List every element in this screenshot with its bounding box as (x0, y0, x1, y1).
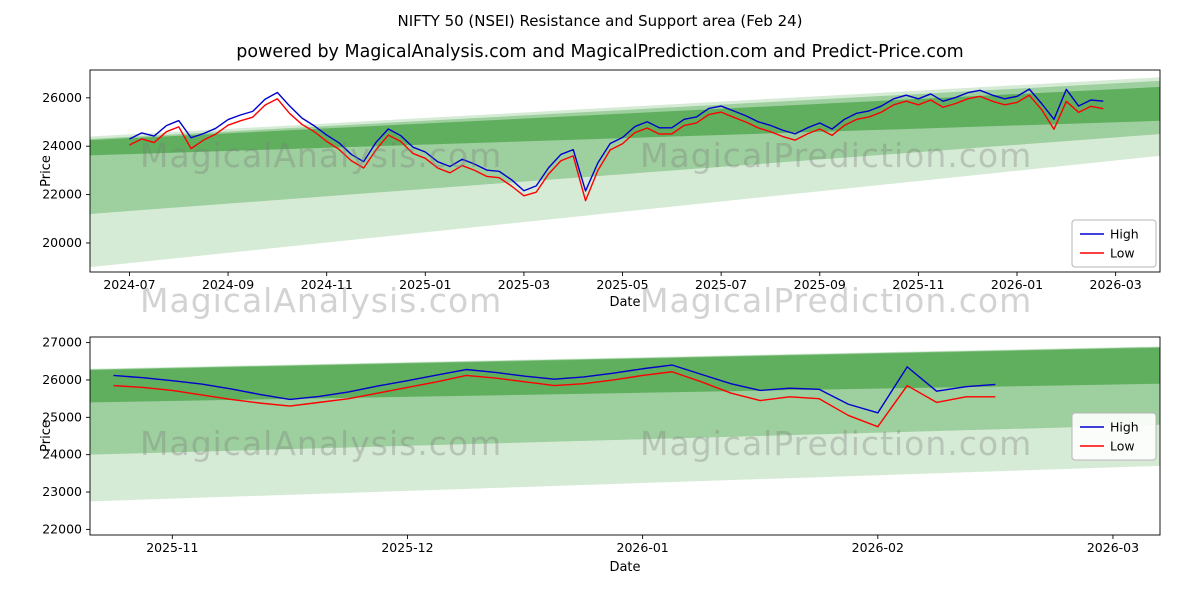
x-tick-label: 2026-01 (617, 540, 669, 555)
series-low-line (129, 94, 1104, 202)
legend-label: High (1110, 227, 1139, 242)
axes-1: 22000 23000 24000 25000 26000 27000 2025-11 202… (39, 335, 1139, 575)
band-support-middle (90, 80, 1160, 214)
band-support-outer (90, 77, 1160, 268)
x-tick-label: 2025-09 (794, 277, 846, 292)
y-tick-label: 24000 (42, 447, 82, 462)
x-tick-label: 2025-12 (381, 540, 433, 555)
x-axis-label: Date (609, 295, 640, 310)
band-resistance-inner (90, 86, 1160, 156)
watermark-magicalprediction: MagicalPrediction.com (640, 136, 1033, 175)
watermark-magicalanalysis: MagicalAnalysis.com (140, 281, 503, 320)
y-tick-label: 22000 (42, 521, 82, 536)
legend: High Low (1071, 412, 1157, 461)
axes-0: 20000 22000 24000 26000 2024-07 2024-09 2024-1… (39, 90, 1142, 310)
x-tick-label: 2025-05 (596, 277, 648, 292)
y-tick-label: 23000 (42, 484, 82, 499)
x-tick-label: 2026-03 (1087, 540, 1139, 555)
series-high-line (129, 88, 1104, 192)
y-axis-label: Price (39, 155, 54, 187)
band-support-outer (90, 346, 1160, 502)
legend-box (1071, 412, 1157, 461)
x-tick-label: 2024-09 (202, 277, 254, 292)
band-support-middle (90, 347, 1160, 455)
chart-subtitle: powered by MagicalAnalysis.com and Magic… (236, 42, 964, 62)
y-tick-label: 25000 (42, 409, 82, 424)
x-tick-label: 2026-01 (991, 277, 1043, 292)
plot-border (89, 336, 1161, 536)
watermark-magicalprediction: MagicalPrediction.com (640, 281, 1033, 320)
y-tick-label: 24000 (42, 138, 82, 153)
x-axis-label: Date (609, 560, 640, 575)
x-tick-label: 2024-11 (301, 277, 353, 292)
legend-label: Low (1110, 246, 1135, 261)
x-tick-label: 2025-11 (892, 277, 944, 292)
y-tick-label: 27000 (42, 335, 82, 350)
x-tick-label: 2025-07 (695, 277, 747, 292)
watermark-magicalprediction: MagicalPrediction.com (640, 424, 1033, 463)
chart-title: NIFTY 50 (NSEI) Resistance and Support a… (397, 12, 803, 30)
y-axis-label: Price (39, 420, 54, 452)
legend-label: Low (1110, 439, 1135, 454)
legend-box (1071, 219, 1157, 268)
chart-1: 22000 23000 24000 25000 26000 27000 2025-11 202… (39, 335, 1161, 575)
x-tick-label: 2024-07 (103, 277, 155, 292)
series-high-line (113, 364, 996, 414)
y-tick-label: 20000 (42, 235, 82, 250)
legend: High Low (1071, 219, 1157, 268)
x-tick-label: 2025-03 (498, 277, 550, 292)
watermark-magicalanalysis: MagicalAnalysis.com (140, 136, 503, 175)
x-tick-label: 2025-01 (399, 277, 451, 292)
watermark-magicalanalysis: MagicalAnalysis.com (140, 424, 503, 463)
y-tick-label: 22000 (42, 187, 82, 202)
y-tick-label: 26000 (42, 372, 82, 387)
band-resistance-inner (90, 347, 1160, 403)
legend-label: High (1110, 420, 1139, 435)
plot-border (89, 69, 1161, 273)
series-low-line (113, 371, 996, 428)
x-tick-label: 2025-11 (146, 540, 198, 555)
y-tick-label: 26000 (42, 90, 82, 105)
x-tick-label: 2026-02 (852, 540, 904, 555)
x-tick-label: 2026-03 (1090, 277, 1142, 292)
chart-0: 20000 22000 24000 26000 2024-07 2024-09 2024-1… (39, 69, 1161, 310)
